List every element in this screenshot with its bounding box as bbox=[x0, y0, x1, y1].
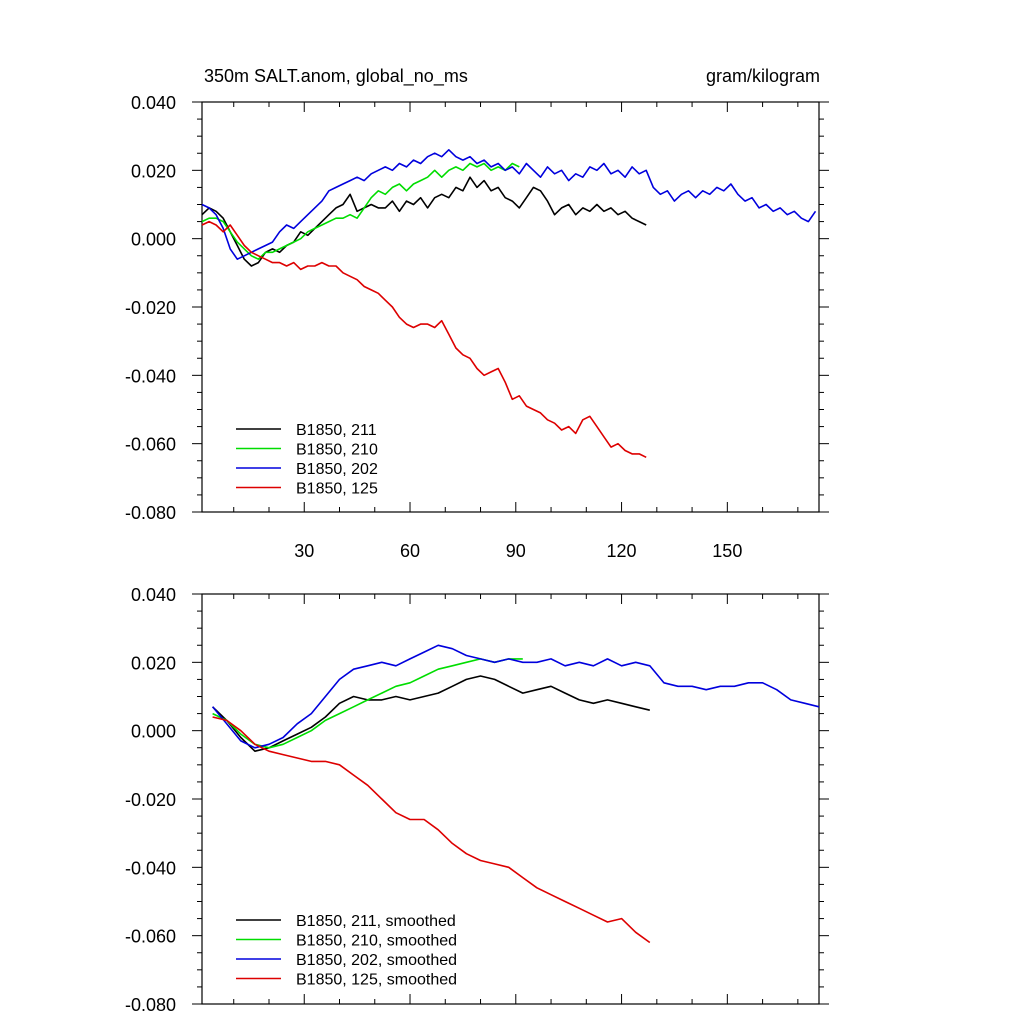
bot-series-line-B1850_210 bbox=[212, 658, 523, 749]
top-legend-label: B1850, 210 bbox=[296, 442, 378, 459]
bot-legend-label: B1850, 211, smoothed bbox=[296, 913, 456, 930]
top-x-tick-label: 90 bbox=[506, 541, 526, 561]
panel-top-units: gram/kilogram bbox=[706, 66, 820, 86]
bot-legend-label: B1850, 202, smoothed bbox=[296, 952, 457, 969]
panel-top-title: 350m SALT.anom, global_no_ms bbox=[204, 66, 468, 87]
bot-y-tick-label: -0.040 bbox=[125, 858, 176, 878]
top-legend-label: B1850, 202 bbox=[296, 461, 378, 478]
bot-series-line-B1850_125 bbox=[212, 716, 651, 944]
panel-bottom-frame bbox=[201, 593, 820, 1005]
bot-y-tick-label: -0.020 bbox=[125, 790, 176, 810]
panel-bottom: 0.0400.0200.000-0.020-0.040-0.060-0.080 … bbox=[125, 585, 829, 1015]
top-legend-label: B1850, 125 bbox=[296, 481, 378, 498]
bot-legend-label: B1850, 125, smoothed bbox=[296, 972, 457, 989]
top-x-tick-label: 120 bbox=[607, 541, 637, 561]
bot-y-tick-label: 0.020 bbox=[131, 653, 176, 673]
top-legend-label: B1850, 211 bbox=[296, 422, 377, 439]
bot-series-line-B1850_202 bbox=[211, 644, 820, 749]
bot-legend-label: B1850, 210, smoothed bbox=[296, 933, 457, 950]
bot-y-tick-label: -0.080 bbox=[125, 995, 176, 1015]
top-series-line-B1850_125 bbox=[201, 220, 647, 459]
top-y-tick-label: -0.080 bbox=[125, 503, 176, 523]
bot-series-line-B1850_211 bbox=[212, 675, 650, 753]
bot-y-tick-label: -0.060 bbox=[125, 927, 176, 947]
top-series-line-B1850_202 bbox=[201, 149, 817, 261]
bot-y-tick-label: 0.040 bbox=[131, 585, 176, 605]
top-y-tick-label: -0.020 bbox=[125, 298, 176, 318]
top-y-tick-label: -0.060 bbox=[125, 435, 176, 455]
top-x-tick-label: 60 bbox=[400, 541, 420, 561]
panel-top: 350m SALT.anom, global_no_ms gram/kilogr… bbox=[125, 66, 829, 561]
top-x-tick-label: 30 bbox=[294, 541, 314, 561]
top-y-tick-label: -0.040 bbox=[125, 366, 176, 386]
top-x-tick-label: 150 bbox=[712, 541, 742, 561]
top-y-tick-label: 0.020 bbox=[131, 161, 176, 181]
bot-y-tick-label: 0.000 bbox=[131, 722, 176, 742]
top-y-tick-label: 0.000 bbox=[131, 230, 176, 250]
top-y-tick-label: 0.040 bbox=[131, 93, 176, 113]
panel-top-frame bbox=[201, 101, 820, 513]
top-series-line-B1850_210 bbox=[201, 162, 520, 261]
